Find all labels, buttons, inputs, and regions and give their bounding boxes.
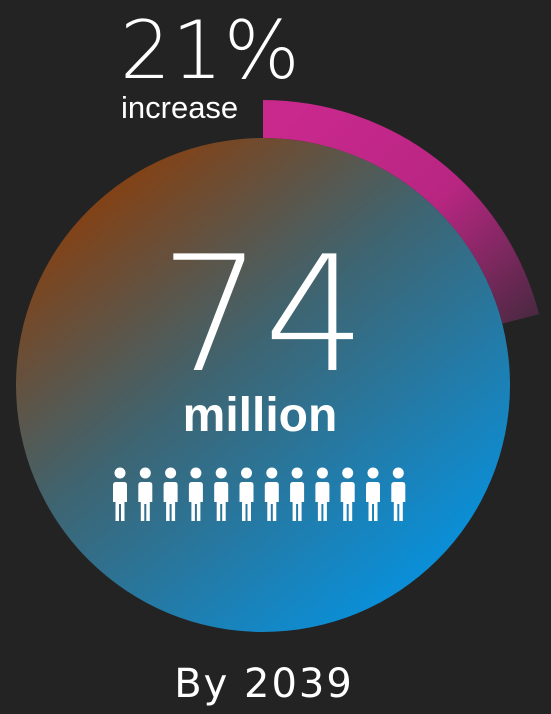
people-icon-row <box>113 467 406 521</box>
increase-percentage: 21% <box>120 4 301 97</box>
person-icon <box>138 467 153 521</box>
person-icon <box>340 467 355 521</box>
person-icon <box>239 467 254 521</box>
increase-arc <box>263 100 540 324</box>
person-icon <box>366 467 380 521</box>
person-icon <box>113 467 127 521</box>
person-icon <box>315 467 330 521</box>
increase-label: increase <box>121 90 239 125</box>
population-value: 74 <box>160 221 368 408</box>
person-icon <box>264 467 279 521</box>
person-icon <box>391 467 406 521</box>
population-unit: million <box>182 389 338 442</box>
person-icon <box>163 467 178 521</box>
person-icon <box>188 467 203 521</box>
person-icon <box>214 467 229 521</box>
year-caption: By 2039 <box>174 661 354 707</box>
person-icon <box>290 467 305 521</box>
population-circle <box>16 138 510 632</box>
